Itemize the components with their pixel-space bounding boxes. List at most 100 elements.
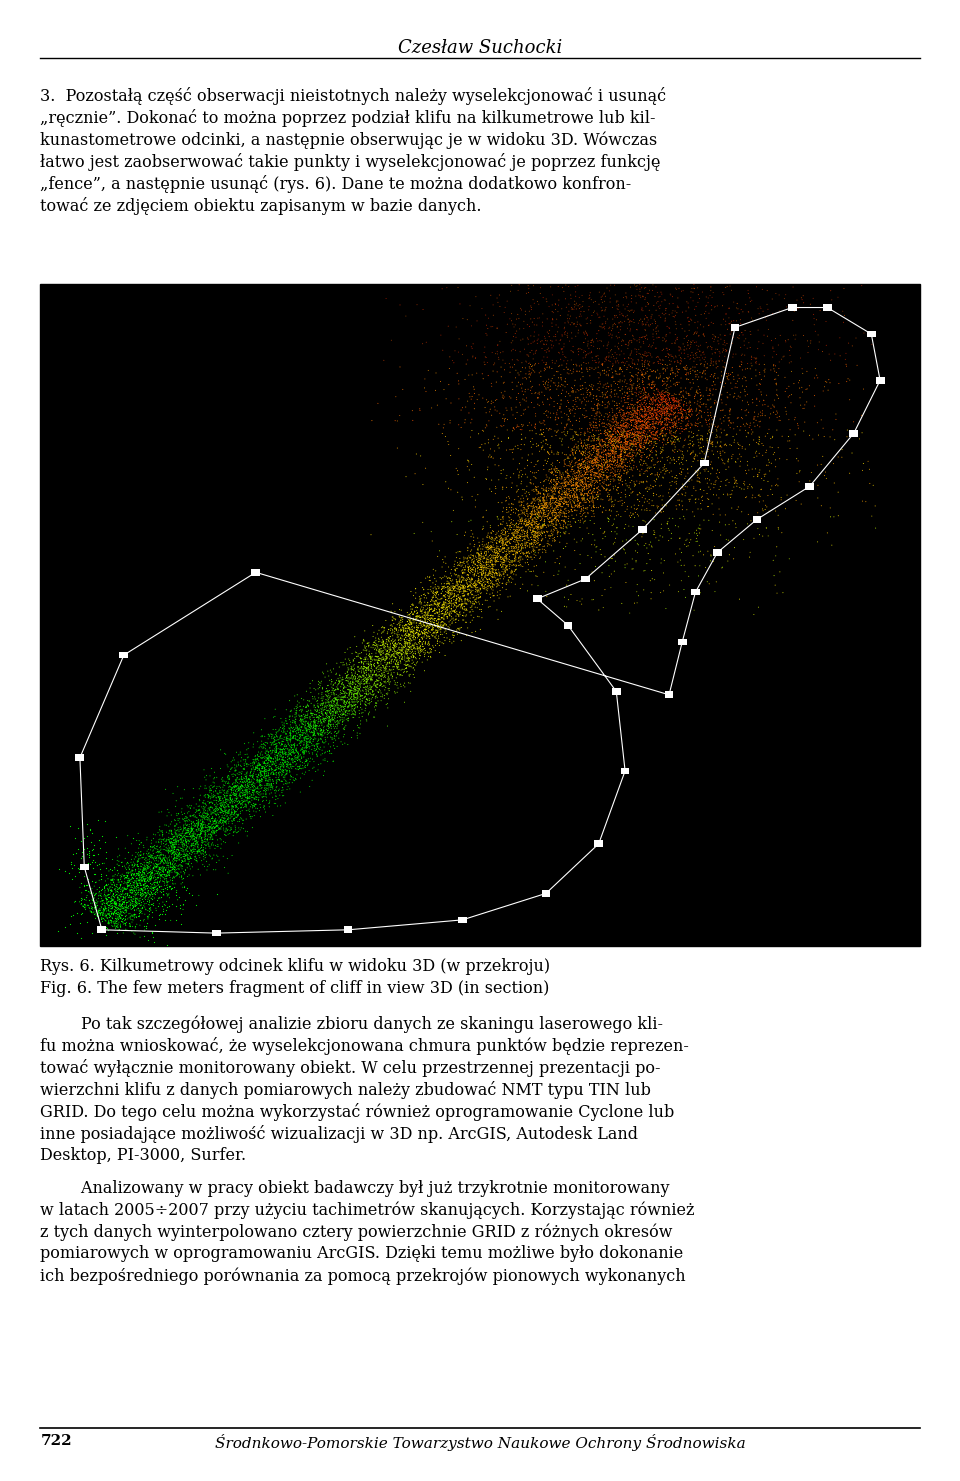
Point bbox=[639, 499, 655, 523]
Point bbox=[200, 819, 215, 843]
Point bbox=[622, 310, 637, 333]
Point bbox=[694, 406, 709, 429]
Point bbox=[477, 566, 492, 589]
Point bbox=[197, 822, 212, 846]
Point bbox=[716, 483, 732, 507]
Point bbox=[268, 749, 283, 773]
Point bbox=[93, 884, 108, 908]
Point bbox=[559, 352, 574, 376]
Point bbox=[636, 363, 651, 387]
Point bbox=[123, 860, 138, 884]
Point bbox=[75, 887, 90, 911]
Point bbox=[588, 446, 604, 469]
Point bbox=[674, 406, 689, 429]
Point bbox=[116, 875, 132, 899]
Point bbox=[111, 889, 127, 912]
Point bbox=[636, 471, 651, 495]
Point bbox=[630, 429, 645, 453]
Point bbox=[215, 766, 230, 789]
Point bbox=[524, 515, 540, 539]
Point bbox=[675, 401, 690, 425]
Point bbox=[413, 588, 428, 612]
Point bbox=[204, 807, 219, 831]
Point bbox=[561, 311, 576, 335]
Point bbox=[612, 416, 627, 440]
Point bbox=[363, 650, 378, 674]
Point bbox=[627, 415, 642, 438]
Point bbox=[640, 427, 656, 450]
Point bbox=[621, 441, 636, 465]
Point bbox=[756, 323, 772, 347]
Point bbox=[451, 586, 467, 610]
Point bbox=[723, 416, 738, 440]
Point bbox=[400, 624, 416, 647]
Point bbox=[699, 458, 714, 481]
Point bbox=[511, 464, 526, 487]
Point bbox=[97, 883, 112, 906]
Point bbox=[664, 388, 680, 412]
Point bbox=[427, 591, 443, 615]
Point bbox=[497, 351, 513, 375]
Point bbox=[724, 483, 739, 507]
Text: wierzchni klifu z danych pomiarowych należy zbudować NMT typu TIN lub: wierzchni klifu z danych pomiarowych nal… bbox=[40, 1081, 651, 1099]
Point bbox=[625, 398, 640, 422]
Point bbox=[845, 335, 860, 358]
Point bbox=[127, 914, 142, 937]
Point bbox=[407, 637, 422, 661]
Point bbox=[98, 895, 113, 918]
Point bbox=[295, 718, 310, 742]
Point bbox=[729, 342, 744, 366]
Point bbox=[107, 872, 122, 896]
Point bbox=[201, 815, 216, 838]
Point bbox=[309, 742, 324, 766]
Point bbox=[732, 354, 747, 378]
Point bbox=[341, 683, 356, 706]
Point bbox=[227, 772, 242, 795]
Point bbox=[366, 653, 381, 677]
Point bbox=[143, 892, 158, 915]
Point bbox=[691, 541, 707, 564]
Point bbox=[275, 754, 290, 778]
Point bbox=[377, 656, 393, 680]
Point bbox=[450, 573, 466, 597]
Point bbox=[668, 404, 684, 428]
Point bbox=[228, 758, 243, 782]
Point bbox=[597, 358, 612, 382]
Point bbox=[497, 533, 513, 557]
Point bbox=[645, 369, 660, 392]
Point bbox=[353, 647, 369, 671]
Point bbox=[475, 592, 491, 616]
Point bbox=[513, 392, 528, 416]
Point bbox=[130, 853, 145, 877]
Point bbox=[636, 357, 651, 381]
Point bbox=[471, 548, 487, 572]
Point bbox=[151, 829, 166, 853]
Point bbox=[469, 560, 485, 584]
Point bbox=[520, 558, 536, 582]
Point bbox=[120, 906, 135, 930]
Point bbox=[487, 566, 502, 589]
Point bbox=[696, 358, 711, 382]
Point bbox=[646, 293, 661, 317]
Point bbox=[155, 849, 170, 872]
Point bbox=[172, 841, 187, 865]
Point bbox=[550, 299, 565, 323]
Point bbox=[581, 469, 596, 493]
Point bbox=[243, 763, 258, 786]
Point bbox=[304, 740, 320, 764]
Point bbox=[604, 425, 619, 449]
Point bbox=[228, 815, 243, 838]
Point bbox=[638, 392, 654, 416]
Point bbox=[132, 869, 147, 893]
Point bbox=[420, 603, 435, 626]
Point bbox=[125, 880, 140, 903]
Point bbox=[122, 869, 137, 893]
Point bbox=[445, 621, 461, 644]
Point bbox=[513, 296, 528, 320]
Point bbox=[602, 421, 617, 444]
Point bbox=[329, 696, 345, 720]
Point bbox=[186, 837, 202, 860]
Point bbox=[331, 698, 347, 721]
Point bbox=[488, 549, 503, 573]
Point bbox=[180, 853, 196, 877]
